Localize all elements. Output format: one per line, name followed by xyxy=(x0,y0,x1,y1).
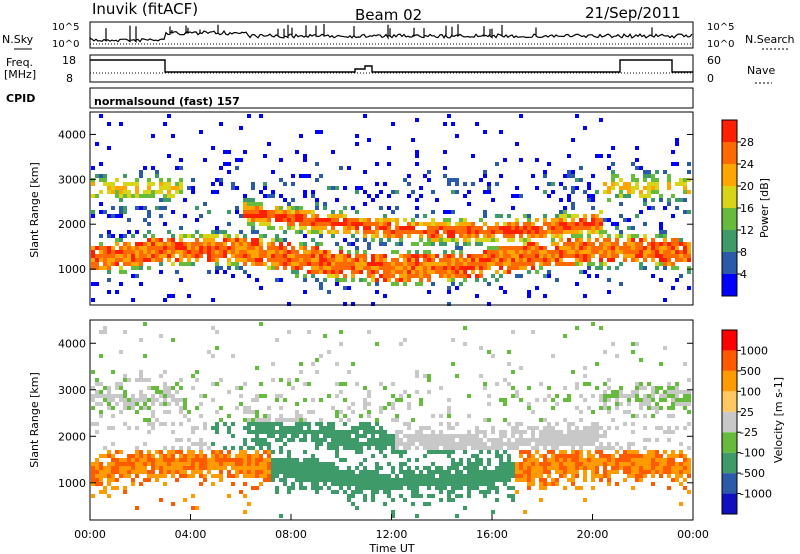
noise-panel-frame xyxy=(89,21,694,49)
noise-sky-line xyxy=(89,24,693,43)
colorbar-segment xyxy=(722,432,737,453)
colorbar-segment xyxy=(722,452,737,474)
velocity-colorbar-label: Velocity [m s-1] xyxy=(772,377,785,463)
colorbar-segment xyxy=(722,252,737,274)
power-ylabel: Slant Range [km] xyxy=(28,162,41,258)
power-colorbar: 4 8 12 16 20 24 28 xyxy=(721,119,754,297)
colorbar-tick-label: -25 xyxy=(740,426,758,439)
time-tick-label: 16:00 xyxy=(476,528,508,541)
nave-label: Nave xyxy=(747,64,775,77)
colorbar-tick-label: -500 xyxy=(740,467,765,480)
freq-tick-8: 8 xyxy=(66,72,73,85)
range-tick-label: 1000 xyxy=(58,477,86,490)
colorbar-segment xyxy=(722,330,737,351)
colorbar-tick-label: 28 xyxy=(740,136,754,149)
colorbar-segment xyxy=(722,186,737,208)
time-axis-label: Time UT xyxy=(368,542,414,554)
power-y-axis: 1000 2000 3000 4000 xyxy=(58,128,693,276)
noise-axis-bottom-right: 10^0 xyxy=(707,39,734,50)
nsky-label: N.Sky xyxy=(2,33,34,46)
freq-label: Freq. xyxy=(6,56,33,69)
nave-tick-0: 0 xyxy=(707,72,714,85)
range-tick-label: 2000 xyxy=(58,218,86,231)
velocity-y-axis: 1000 2000 3000 4000 xyxy=(58,337,693,490)
colorbar-segment xyxy=(722,391,737,412)
time-tick-label: 08:00 xyxy=(275,528,307,541)
power-heatmap xyxy=(91,114,691,306)
power-colorbar-label: Power [dB] xyxy=(758,178,771,238)
station-title: Inuvik (fitACF) xyxy=(92,0,198,18)
colorbar-segment xyxy=(722,370,737,392)
colorbar-tick-label: -1000 xyxy=(740,488,772,501)
range-tick-label: 2000 xyxy=(58,430,86,443)
colorbar-segment xyxy=(722,208,737,230)
range-tick-label: 3000 xyxy=(58,173,86,186)
power-panel-frame xyxy=(89,111,694,306)
colorbar-segment xyxy=(722,473,737,494)
time-tick-label: 00:00 xyxy=(74,528,106,541)
velocity-ylabel: Slant Range [km] xyxy=(28,372,41,468)
freq-trace xyxy=(90,59,693,74)
noise-axis-top-right: 10^5 xyxy=(707,22,734,33)
noise-axis-top: 10^5 xyxy=(52,22,79,33)
colorbar-segment xyxy=(722,164,737,186)
colorbar-segment xyxy=(722,274,737,296)
range-tick-label: 4000 xyxy=(58,337,86,350)
date-title: 21/Sep/2011 xyxy=(585,4,681,22)
velocity-heatmap xyxy=(91,322,691,518)
colorbar-tick-label: 4 xyxy=(740,268,747,281)
range-tick-label: 4000 xyxy=(58,128,86,141)
colorbar-tick-label: 8 xyxy=(740,246,747,259)
colorbar-tick-label: 500 xyxy=(740,365,761,378)
velocity-colorbar: 1000 500 100 25 -25 -100 -500 -1000 xyxy=(721,329,772,515)
colorbar-tick-label: 1000 xyxy=(740,344,768,357)
noise-trace xyxy=(89,24,693,45)
nave-tick-60: 60 xyxy=(707,54,721,67)
cpid-panel-frame xyxy=(89,87,694,109)
range-tick-label: 1000 xyxy=(58,263,86,276)
freq-tick-18: 18 xyxy=(62,54,76,67)
time-tick-label: 12:00 xyxy=(376,528,408,541)
colorbar-tick-label: 16 xyxy=(740,202,754,215)
colorbar-tick-label: 25 xyxy=(740,406,754,419)
colorbar-tick-label: 20 xyxy=(740,180,754,193)
colorbar-tick-label: 100 xyxy=(740,385,761,398)
beam-title: Beam 02 xyxy=(355,6,422,24)
colorbar-segment xyxy=(722,120,737,142)
cpid-mode: normalsound (fast) 157 xyxy=(94,95,240,108)
colorbar-segment xyxy=(722,350,737,371)
time-tick-label: 20:00 xyxy=(577,528,609,541)
noise-axis-bottom: 10^0 xyxy=(52,39,79,50)
freq-line xyxy=(90,59,693,73)
colorbar-segment xyxy=(722,230,737,252)
cpid-label: CPID xyxy=(6,92,35,105)
colorbar-tick-label: 24 xyxy=(740,158,754,171)
colorbar-segment xyxy=(722,411,737,433)
range-tick-label: 3000 xyxy=(58,384,86,397)
time-axis: 00:00 04:00 08:00 12:00 16:00 20:00 00:00 xyxy=(74,514,709,541)
freq-panel-frame xyxy=(89,54,694,83)
colorbar-tick-label: 12 xyxy=(740,224,754,237)
time-tick-label: 04:00 xyxy=(175,528,207,541)
freq-unit-label: [MHz] xyxy=(4,68,36,81)
colorbar-segment xyxy=(722,493,737,514)
time-tick-label: 00:00 xyxy=(677,528,709,541)
colorbar-segment xyxy=(722,142,737,164)
nsearch-label: N.Search xyxy=(745,33,795,46)
colorbar-tick-label: -100 xyxy=(740,447,765,460)
